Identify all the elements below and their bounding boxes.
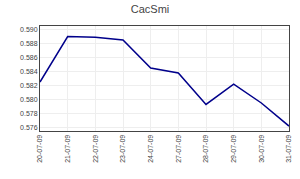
svg-text:0.586: 0.586 xyxy=(20,54,38,61)
svg-text:23-07-09: 23-07-09 xyxy=(119,135,126,163)
svg-text:22-07-09: 22-07-09 xyxy=(92,135,99,163)
svg-text:0.588: 0.588 xyxy=(20,40,38,47)
svg-text:27-07-09: 27-07-09 xyxy=(175,135,182,163)
svg-text:0.584: 0.584 xyxy=(20,68,38,75)
svg-text:0.578: 0.578 xyxy=(20,110,38,117)
svg-text:0.590: 0.590 xyxy=(20,26,38,33)
svg-text:0.580: 0.580 xyxy=(20,96,38,103)
svg-text:20-07-09: 20-07-09 xyxy=(36,135,43,163)
svg-text:28-07-09: 28-07-09 xyxy=(202,135,209,163)
svg-text:CacSmi: CacSmi xyxy=(131,3,170,15)
svg-text:29-07-09: 29-07-09 xyxy=(230,135,237,163)
svg-text:21-07-09: 21-07-09 xyxy=(64,135,71,163)
svg-text:24-07-09: 24-07-09 xyxy=(147,135,154,163)
svg-text:30-07-09: 30-07-09 xyxy=(258,135,265,163)
svg-text:0.582: 0.582 xyxy=(20,82,38,89)
svg-text:0.576: 0.576 xyxy=(20,124,38,131)
svg-text:31-07-09: 31-07-09 xyxy=(285,135,292,163)
